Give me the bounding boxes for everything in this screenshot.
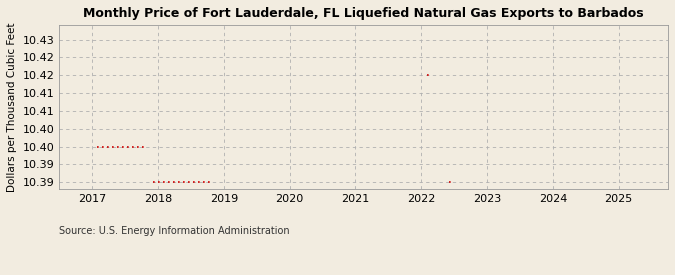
- Y-axis label: Dollars per Thousand Cubic Feet: Dollars per Thousand Cubic Feet: [7, 23, 17, 192]
- Title: Monthly Price of Fort Lauderdale, FL Liquefied Natural Gas Exports to Barbados: Monthly Price of Fort Lauderdale, FL Liq…: [83, 7, 644, 20]
- Text: Source: U.S. Energy Information Administration: Source: U.S. Energy Information Administ…: [59, 226, 290, 236]
